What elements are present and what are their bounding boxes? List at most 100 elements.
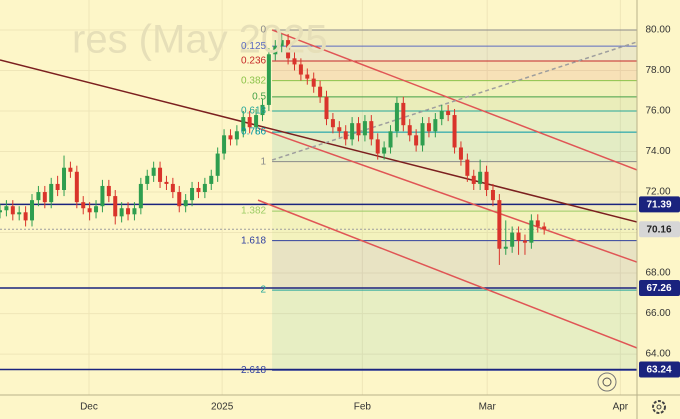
gear-center[interactable] bbox=[656, 404, 662, 410]
candle-body bbox=[330, 119, 335, 128]
candle-body bbox=[497, 200, 502, 249]
fib-zone bbox=[272, 161, 637, 212]
candle-body bbox=[183, 200, 188, 207]
candle-body bbox=[100, 185, 105, 207]
candle-body bbox=[260, 104, 265, 116]
reset-button[interactable] bbox=[597, 372, 617, 392]
candle-body bbox=[138, 183, 143, 209]
button-icon[interactable] bbox=[602, 377, 612, 387]
candle-body bbox=[439, 111, 444, 120]
candle-body bbox=[273, 46, 278, 55]
y-tick-label: 68.00 bbox=[645, 268, 670, 279]
settings-button[interactable] bbox=[652, 400, 666, 414]
candle-body bbox=[279, 40, 284, 47]
candle-body bbox=[324, 96, 329, 120]
candle-body bbox=[433, 119, 438, 132]
button-ring[interactable] bbox=[597, 372, 617, 392]
candle-body bbox=[452, 115, 457, 148]
candle-body bbox=[503, 246, 508, 249]
candle-body bbox=[81, 202, 86, 209]
candle-body bbox=[529, 220, 534, 243]
candle-body bbox=[535, 220, 540, 227]
x-tick-label: 2025 bbox=[211, 402, 234, 413]
y-tick-label: 66.00 bbox=[645, 308, 670, 319]
candle-body bbox=[292, 58, 297, 65]
plot-area bbox=[0, 0, 638, 395]
fib-label: 1 bbox=[261, 156, 267, 167]
gear[interactable] bbox=[652, 400, 666, 414]
candle-body bbox=[241, 117, 246, 132]
candle-body bbox=[311, 78, 316, 87]
candle-body bbox=[87, 208, 92, 213]
trendline bbox=[257, 199, 638, 349]
price-badge bbox=[639, 221, 680, 238]
candle-body bbox=[286, 40, 291, 59]
candle-body bbox=[407, 125, 412, 136]
fib-label: 2 bbox=[261, 285, 267, 296]
candle-body bbox=[145, 175, 150, 184]
fib-zone bbox=[272, 96, 637, 112]
candle-body bbox=[119, 208, 124, 217]
x-tick-label: Feb bbox=[354, 402, 372, 413]
candle-body bbox=[382, 147, 387, 154]
candle-body bbox=[23, 212, 28, 221]
candle-body bbox=[132, 208, 137, 215]
candle-body bbox=[164, 181, 169, 184]
candle-body bbox=[516, 232, 521, 241]
candle-body bbox=[343, 131, 348, 140]
candle-body bbox=[158, 167, 163, 182]
candle-body bbox=[10, 206, 15, 215]
candle-body bbox=[337, 127, 342, 132]
fib-zone bbox=[272, 290, 637, 371]
candle-body bbox=[522, 240, 527, 243]
candle-body bbox=[30, 200, 35, 221]
candle-body bbox=[401, 102, 406, 126]
candle-body bbox=[234, 131, 239, 140]
candle-body bbox=[414, 135, 419, 146]
candle-body bbox=[228, 135, 233, 140]
price-badge-label: 70.16 bbox=[646, 224, 671, 235]
x-tick-label: Dec bbox=[80, 402, 98, 413]
fib-zone bbox=[272, 240, 637, 291]
candle-body bbox=[362, 121, 367, 136]
y-tick-label: 80.00 bbox=[645, 25, 670, 36]
candle-body bbox=[426, 123, 431, 132]
candle-body bbox=[446, 111, 451, 116]
y-tick-label: 64.00 bbox=[645, 349, 670, 360]
fib-label: 0.5 bbox=[252, 91, 266, 102]
candle-body bbox=[465, 159, 470, 176]
candle-body bbox=[318, 86, 323, 97]
candle-body bbox=[369, 121, 374, 140]
candle-body bbox=[510, 232, 515, 247]
fib-label: 0.786 bbox=[241, 127, 266, 138]
candle-body bbox=[49, 183, 54, 203]
candle-body bbox=[151, 167, 156, 176]
fib-zone bbox=[272, 80, 637, 97]
candle-body bbox=[190, 187, 195, 201]
fib-label: 1.618 bbox=[241, 235, 266, 246]
trendline bbox=[271, 41, 638, 161]
candle-body bbox=[126, 208, 131, 215]
candle-body bbox=[222, 135, 227, 154]
candle-body bbox=[202, 183, 207, 193]
y-tick-label: 72.00 bbox=[645, 187, 670, 198]
candle-body bbox=[298, 64, 303, 75]
y-tick-label: 78.00 bbox=[645, 65, 670, 76]
price-badge-label: 67.26 bbox=[646, 283, 671, 294]
fib-label: 0.125 bbox=[241, 41, 266, 52]
candle-body bbox=[356, 123, 361, 136]
fib-label: 0.618 bbox=[241, 106, 266, 117]
candle-body bbox=[305, 74, 310, 79]
candle-body bbox=[471, 175, 476, 184]
y-tick-label: 76.00 bbox=[645, 106, 670, 117]
candle-body bbox=[62, 167, 67, 191]
candle-body bbox=[36, 192, 41, 201]
y-tick-label: 74.00 bbox=[645, 146, 670, 157]
candle-body bbox=[113, 196, 118, 217]
candle-body bbox=[170, 183, 175, 193]
x-tick-label: Mar bbox=[479, 402, 497, 413]
candle-body bbox=[490, 190, 495, 201]
candle-body bbox=[196, 187, 201, 193]
candle-body bbox=[484, 171, 489, 191]
